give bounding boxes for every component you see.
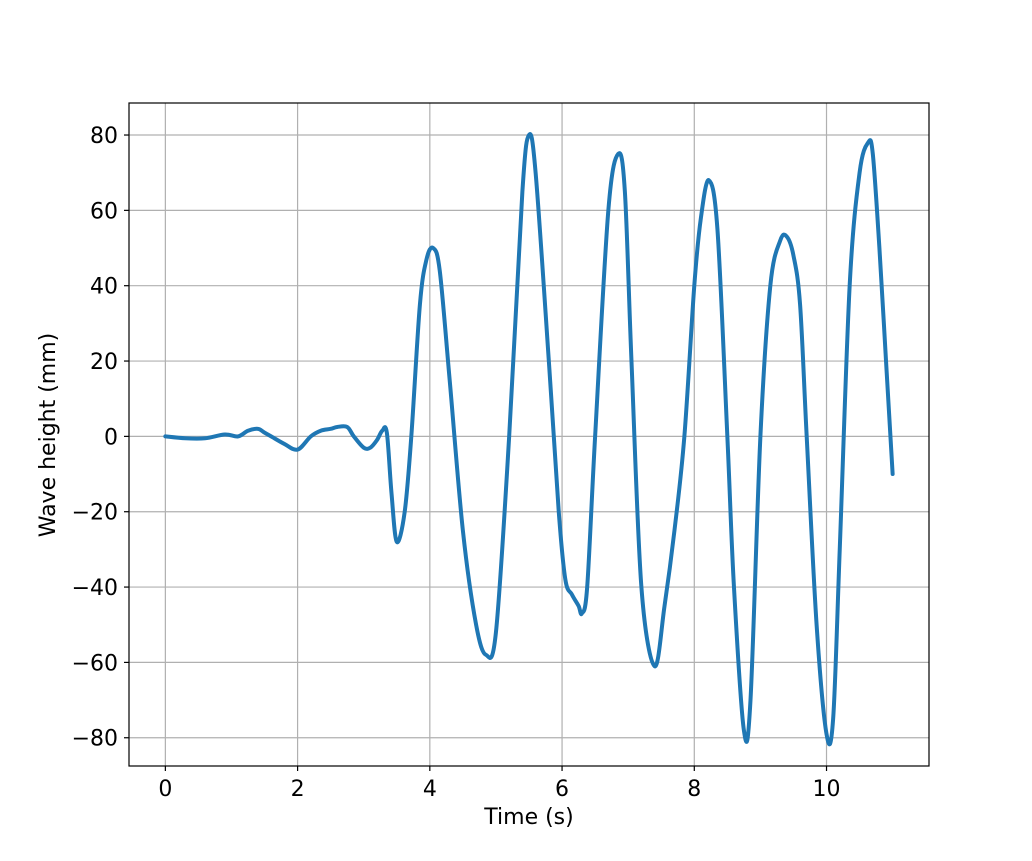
y-tick-label: 40 (90, 275, 118, 300)
x-axis-label: Time (s) (483, 805, 573, 830)
x-tick-label: 6 (555, 777, 569, 802)
series-line (163, 132, 895, 747)
y-axis-label: Wave height (mm) (36, 333, 61, 538)
y-tick-label: 20 (90, 350, 118, 375)
plot-background (129, 103, 929, 766)
y-tick-label: −80 (72, 727, 118, 752)
grid (129, 103, 929, 766)
y-tick-label: 0 (104, 425, 118, 450)
y-tick-label: 60 (90, 199, 118, 224)
x-tick-label: 0 (158, 777, 172, 802)
y-tick-label: −60 (72, 651, 118, 676)
x-tick-label: 4 (423, 777, 437, 802)
y-tick-label: −40 (72, 576, 118, 601)
series-group (163, 132, 895, 747)
y-axis-ticks: −80 −60 −40 −20 0 20 40 60 80 (72, 124, 129, 752)
x-tick-label: 10 (813, 777, 841, 802)
x-tick-label: 8 (687, 777, 701, 802)
x-tick-label: 2 (291, 777, 305, 802)
y-tick-label: 80 (90, 124, 118, 149)
y-tick-label: −20 (72, 501, 118, 526)
x-axis-ticks: 0 2 4 6 8 10 (158, 766, 841, 802)
plot-frame (128, 102, 930, 767)
